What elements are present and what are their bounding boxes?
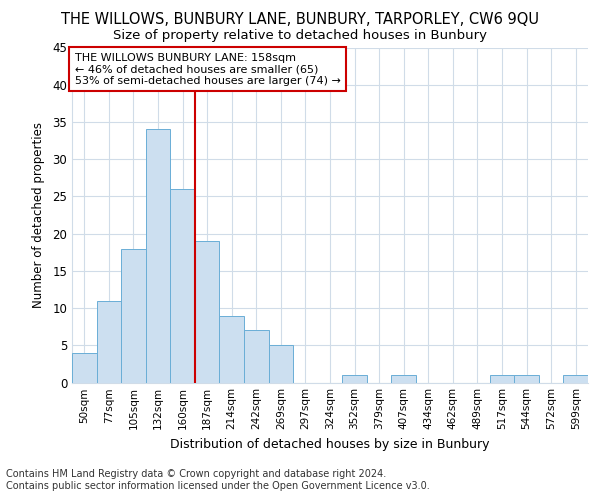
- Bar: [490, 375, 514, 382]
- Bar: [121, 248, 146, 382]
- Bar: [244, 330, 269, 382]
- Bar: [195, 241, 220, 382]
- Bar: [342, 375, 367, 382]
- Bar: [514, 375, 539, 382]
- Bar: [146, 130, 170, 382]
- Text: Contains HM Land Registry data © Crown copyright and database right 2024.
Contai: Contains HM Land Registry data © Crown c…: [6, 470, 430, 491]
- Bar: [170, 189, 195, 382]
- Bar: [563, 375, 588, 382]
- Y-axis label: Number of detached properties: Number of detached properties: [32, 122, 46, 308]
- Text: THE WILLOWS BUNBURY LANE: 158sqm
← 46% of detached houses are smaller (65)
53% o: THE WILLOWS BUNBURY LANE: 158sqm ← 46% o…: [74, 52, 340, 86]
- Bar: [391, 375, 416, 382]
- Text: THE WILLOWS, BUNBURY LANE, BUNBURY, TARPORLEY, CW6 9QU: THE WILLOWS, BUNBURY LANE, BUNBURY, TARP…: [61, 12, 539, 26]
- Bar: [72, 352, 97, 382]
- Bar: [97, 300, 121, 382]
- X-axis label: Distribution of detached houses by size in Bunbury: Distribution of detached houses by size …: [170, 438, 490, 451]
- Bar: [269, 346, 293, 383]
- Text: Size of property relative to detached houses in Bunbury: Size of property relative to detached ho…: [113, 28, 487, 42]
- Bar: [220, 316, 244, 382]
